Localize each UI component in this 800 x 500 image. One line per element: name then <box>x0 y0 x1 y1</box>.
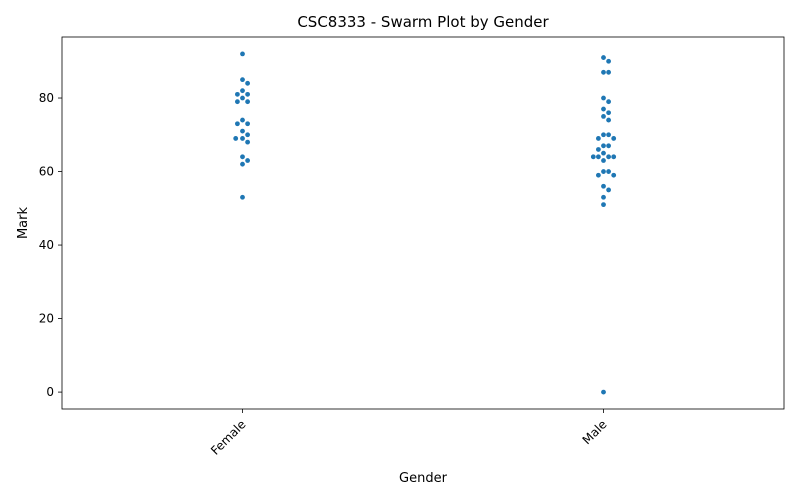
data-point <box>240 161 245 167</box>
data-point <box>606 187 611 193</box>
data-point <box>601 143 606 149</box>
data-point <box>240 128 245 134</box>
data-point <box>240 77 245 83</box>
data-point <box>240 51 245 57</box>
data-point <box>606 132 611 138</box>
data-point <box>240 136 245 141</box>
data-point <box>606 110 611 116</box>
data-point <box>601 106 606 112</box>
data-point <box>596 136 601 141</box>
data-point <box>601 55 606 60</box>
data-point <box>611 136 617 141</box>
data-point <box>601 169 606 174</box>
data-point <box>240 154 245 160</box>
y-tick-label: 80 <box>39 91 54 105</box>
data-point <box>245 132 251 138</box>
y-axis-label: Mark <box>16 207 31 240</box>
data-point <box>606 117 611 123</box>
data-point <box>601 389 606 395</box>
chart-title: CSC8333 - Swarm Plot by Gender <box>297 13 549 31</box>
data-point <box>245 80 251 86</box>
x-tick-label: Female <box>208 417 249 458</box>
data-point <box>245 139 251 145</box>
data-point <box>235 99 240 105</box>
data-point <box>235 121 240 127</box>
data-point <box>601 158 606 163</box>
data-point <box>240 95 245 101</box>
data-points <box>233 51 617 395</box>
data-point <box>606 99 611 105</box>
data-point <box>611 154 617 160</box>
y-tick-label: 40 <box>39 238 54 252</box>
y-tick-label: 20 <box>39 312 54 326</box>
data-point <box>606 69 611 75</box>
data-point <box>606 154 611 160</box>
data-point <box>601 194 606 200</box>
data-point <box>235 91 240 97</box>
data-point <box>606 143 611 149</box>
data-point <box>606 169 611 174</box>
data-point <box>601 95 606 101</box>
data-point <box>601 183 606 189</box>
data-point <box>245 158 251 163</box>
data-point <box>245 91 251 97</box>
data-point <box>596 147 601 152</box>
data-point <box>606 58 611 64</box>
data-point <box>596 154 601 160</box>
data-point <box>245 99 251 105</box>
x-tick-label: Male <box>580 417 610 447</box>
axis-ticks: 0 20 40 60 80 Female Male <box>39 91 610 458</box>
data-point <box>601 113 606 119</box>
data-point <box>590 154 596 160</box>
y-tick-label: 0 <box>46 385 54 399</box>
x-axis-label: Gender <box>399 471 448 486</box>
data-point <box>596 172 601 178</box>
data-point <box>245 121 251 127</box>
data-point <box>240 194 245 200</box>
data-point <box>601 150 606 156</box>
data-point <box>240 117 245 123</box>
data-point <box>601 132 606 138</box>
plot-frame <box>61 36 785 410</box>
data-point <box>233 136 239 141</box>
data-point <box>601 202 606 208</box>
y-tick-label: 60 <box>39 165 54 179</box>
data-point <box>601 69 606 75</box>
data-point <box>611 172 617 178</box>
data-point <box>240 88 245 94</box>
